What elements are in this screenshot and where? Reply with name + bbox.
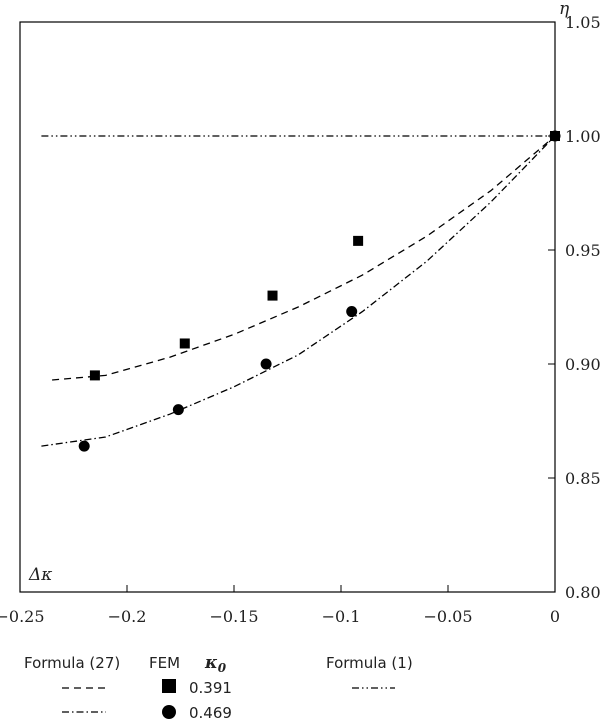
x-tick-label: 0	[550, 607, 560, 626]
x-tick-label: −0.1	[322, 607, 361, 626]
fem-square-point	[179, 338, 190, 349]
series-markers	[78, 130, 561, 452]
series-lines	[41, 135, 556, 447]
legend-kappa-subscript: 0	[218, 661, 227, 675]
legend-formula27-title: Formula (27)	[24, 654, 120, 672]
fem-circle-point	[78, 440, 90, 452]
legend-value-0391: 0.391	[189, 679, 232, 697]
fem-circle-point	[260, 358, 272, 370]
fem-square-point	[353, 235, 364, 246]
y-tick-label: 1.05	[565, 13, 600, 32]
fem-square-point	[267, 290, 278, 301]
legend-value-0469: 0.469	[189, 704, 232, 721]
x-tick-label: −0.15	[209, 607, 258, 626]
y-tick-label: 0.80	[565, 583, 600, 602]
legend-kappa-symbol: κ	[204, 653, 218, 673]
x-axis-ticks: −0.25 −0.2 −0.15 −0.1 −0.05 0	[0, 585, 560, 626]
fem-circle-point	[549, 130, 561, 142]
plot-frame	[19, 21, 556, 593]
fem-square-point	[89, 370, 100, 381]
legend-fem-title: FEM	[149, 654, 180, 672]
series-line-formula-27-0-469	[41, 135, 556, 447]
x-axis-label: Δκ	[28, 565, 52, 585]
y-tick-label: 0.95	[565, 241, 600, 260]
x-tick-label: −0.25	[0, 607, 45, 626]
series-line-formula-27-0-391	[52, 135, 556, 381]
y-axis-label: η	[559, 0, 570, 19]
legend: Formula (27) FEM κ0 Formula (1) 0.391 0.…	[24, 653, 413, 721]
legend-kappa-title: κ0	[204, 653, 227, 675]
y-tick-label: 0.90	[565, 355, 600, 374]
x-tick-label: −0.05	[423, 607, 472, 626]
fem-circle-point	[346, 306, 358, 318]
legend-square-marker	[162, 679, 176, 693]
y-tick-label: 1.00	[565, 127, 600, 146]
x-tick-label: −0.2	[108, 607, 147, 626]
y-tick-label: 0.85	[565, 469, 600, 488]
y-axis-ticks: 0.80 0.85 0.90 0.95 1.00 1.05	[548, 13, 600, 602]
legend-circle-marker	[162, 705, 176, 719]
legend-formula1-title: Formula (1)	[326, 654, 413, 672]
fem-circle-point	[172, 404, 184, 416]
